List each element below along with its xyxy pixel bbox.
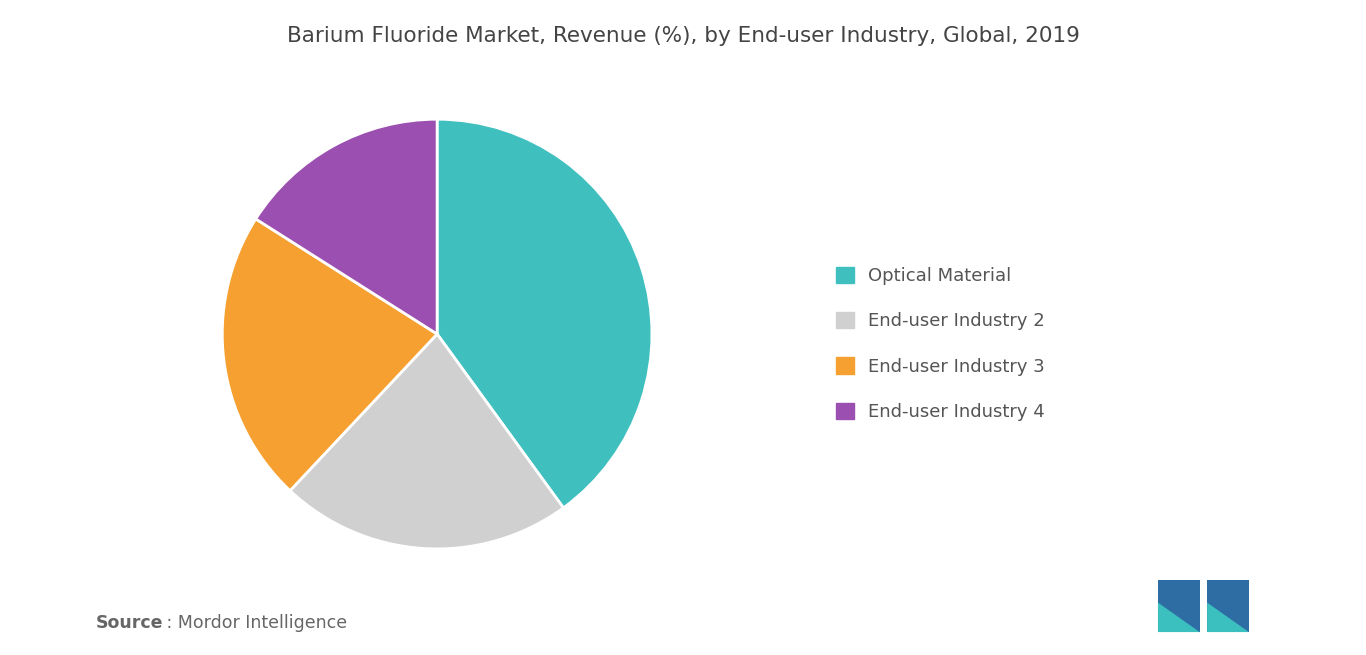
Wedge shape	[290, 334, 563, 549]
Text: Source: Source	[96, 614, 163, 632]
Wedge shape	[223, 219, 437, 491]
Polygon shape	[1208, 580, 1249, 632]
Legend: Optical Material, End-user Industry 2, End-user Industry 3, End-user Industry 4: Optical Material, End-user Industry 2, E…	[829, 259, 1052, 428]
Wedge shape	[437, 119, 652, 508]
Polygon shape	[1158, 603, 1199, 632]
Text: : Mordor Intelligence: : Mordor Intelligence	[161, 614, 347, 632]
Polygon shape	[1208, 603, 1249, 632]
Wedge shape	[255, 119, 437, 334]
Polygon shape	[1158, 580, 1199, 632]
Text: Barium Fluoride Market, Revenue (%), by End-user Industry, Global, 2019: Barium Fluoride Market, Revenue (%), by …	[287, 26, 1079, 47]
